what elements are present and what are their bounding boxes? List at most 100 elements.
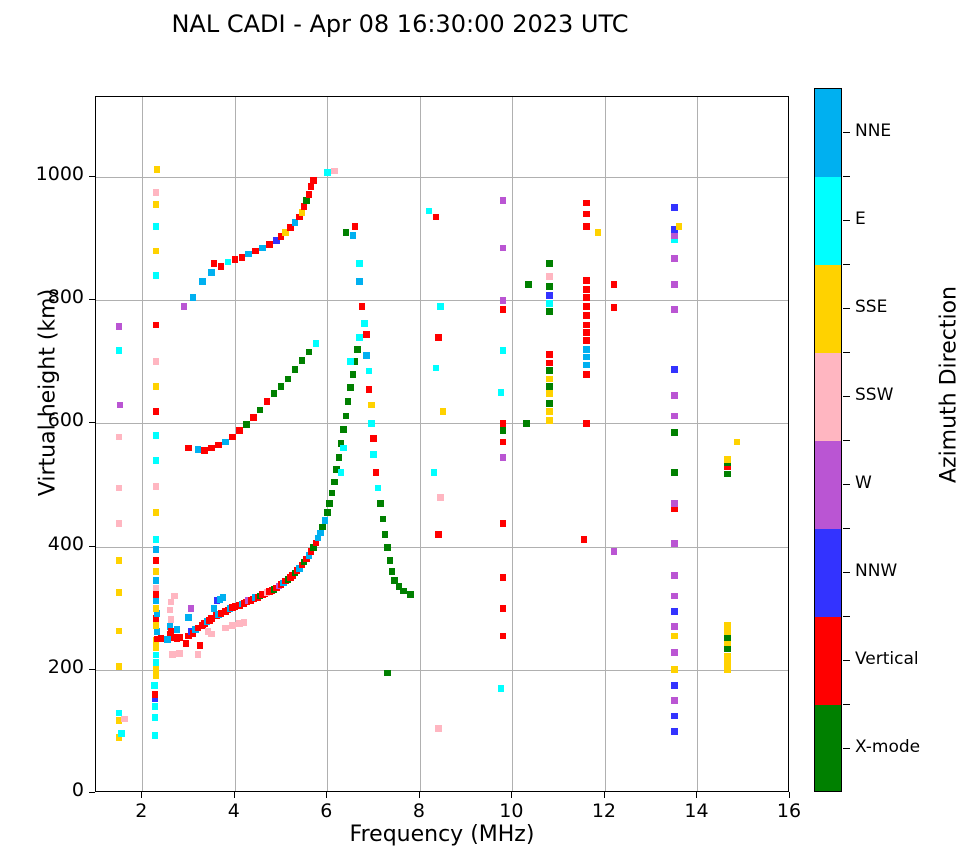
data-point — [546, 383, 553, 390]
data-point — [583, 420, 590, 427]
gridline-horizontal — [96, 177, 788, 179]
data-point — [497, 389, 505, 397]
data-point — [245, 250, 252, 258]
data-point — [291, 365, 299, 373]
data-point — [499, 574, 507, 581]
data-point — [152, 597, 160, 605]
data-point — [176, 649, 183, 657]
data-point — [724, 628, 731, 635]
data-point — [222, 624, 229, 632]
colorbar-label-nne: NNE — [855, 121, 892, 141]
data-point — [370, 450, 377, 458]
data-point — [152, 407, 160, 415]
data-point — [194, 624, 202, 632]
data-point — [594, 229, 602, 236]
data-point — [208, 269, 215, 276]
colorbar-boundary-tick — [843, 440, 850, 442]
gridline-vertical — [512, 97, 514, 791]
data-point — [115, 323, 123, 331]
data-point — [546, 375, 553, 383]
data-point — [356, 333, 363, 341]
data-point — [152, 383, 160, 390]
data-point — [305, 190, 313, 198]
data-point — [671, 540, 678, 547]
y-tick-label: 800 — [47, 286, 84, 309]
data-point — [152, 591, 160, 599]
data-point — [432, 213, 440, 221]
data-point — [208, 630, 215, 638]
data-point — [583, 328, 590, 336]
data-point — [152, 567, 160, 575]
data-point — [312, 539, 319, 547]
data-point — [671, 505, 678, 512]
data-point — [152, 482, 160, 490]
gridline-vertical — [327, 97, 329, 791]
data-point — [317, 529, 324, 537]
data-point — [152, 272, 160, 279]
colorbar-center-tick — [843, 132, 850, 134]
data-point — [115, 716, 123, 724]
data-point — [231, 602, 239, 610]
data-point — [243, 421, 250, 429]
data-point — [116, 401, 124, 409]
data-point — [310, 543, 317, 551]
colorbar-boundary-tick — [843, 352, 850, 354]
data-point — [153, 628, 161, 635]
data-point — [363, 330, 370, 338]
colorbar-center-tick — [843, 484, 850, 486]
data-point — [499, 244, 507, 252]
data-point — [210, 259, 218, 267]
data-point — [273, 237, 280, 244]
data-point — [580, 535, 588, 543]
data-point — [395, 583, 403, 591]
data-point — [499, 632, 507, 640]
gridline-horizontal — [96, 423, 788, 425]
data-point — [583, 321, 590, 329]
y-tick — [89, 299, 95, 301]
data-point — [115, 520, 123, 528]
x-tick — [326, 792, 328, 798]
data-point — [115, 734, 123, 741]
data-point — [546, 291, 553, 299]
data-point — [435, 724, 442, 732]
data-point — [499, 604, 507, 612]
data-point — [499, 197, 507, 204]
colorbar-segment-nne — [815, 89, 841, 178]
x-tick — [141, 792, 143, 798]
x-tick-label: 6 — [320, 800, 333, 822]
data-point — [724, 463, 731, 470]
data-point — [497, 684, 505, 692]
data-point — [671, 469, 678, 477]
data-point — [349, 370, 356, 378]
colorbar-boundary-tick — [843, 176, 850, 178]
data-point — [583, 346, 590, 353]
data-point — [152, 666, 160, 674]
data-point — [121, 715, 128, 723]
colorbar-label-e: E — [855, 209, 866, 229]
data-point — [331, 167, 338, 175]
data-point — [167, 615, 175, 623]
data-point — [671, 623, 678, 631]
data-point — [372, 469, 380, 477]
y-tick-label: 400 — [47, 532, 84, 555]
data-point — [546, 407, 553, 415]
data-point — [671, 204, 678, 212]
data-point — [400, 587, 407, 595]
data-point — [365, 367, 373, 375]
x-tick — [233, 792, 235, 798]
y-tick-label: 1000 — [35, 163, 84, 186]
data-point — [118, 729, 125, 737]
data-point — [185, 632, 192, 640]
colorbar-label-ssw: SSW — [855, 385, 894, 405]
data-point — [152, 604, 160, 612]
data-point — [326, 500, 333, 507]
colorbar-segment-vertical — [815, 617, 841, 706]
colorbar-center-tick — [843, 660, 850, 662]
data-point — [259, 244, 266, 252]
gridline-vertical — [142, 97, 144, 791]
data-point — [671, 607, 678, 615]
data-point — [324, 509, 331, 517]
data-point — [583, 312, 590, 320]
colorbar-label-w: W — [855, 473, 872, 493]
data-point — [386, 556, 394, 564]
